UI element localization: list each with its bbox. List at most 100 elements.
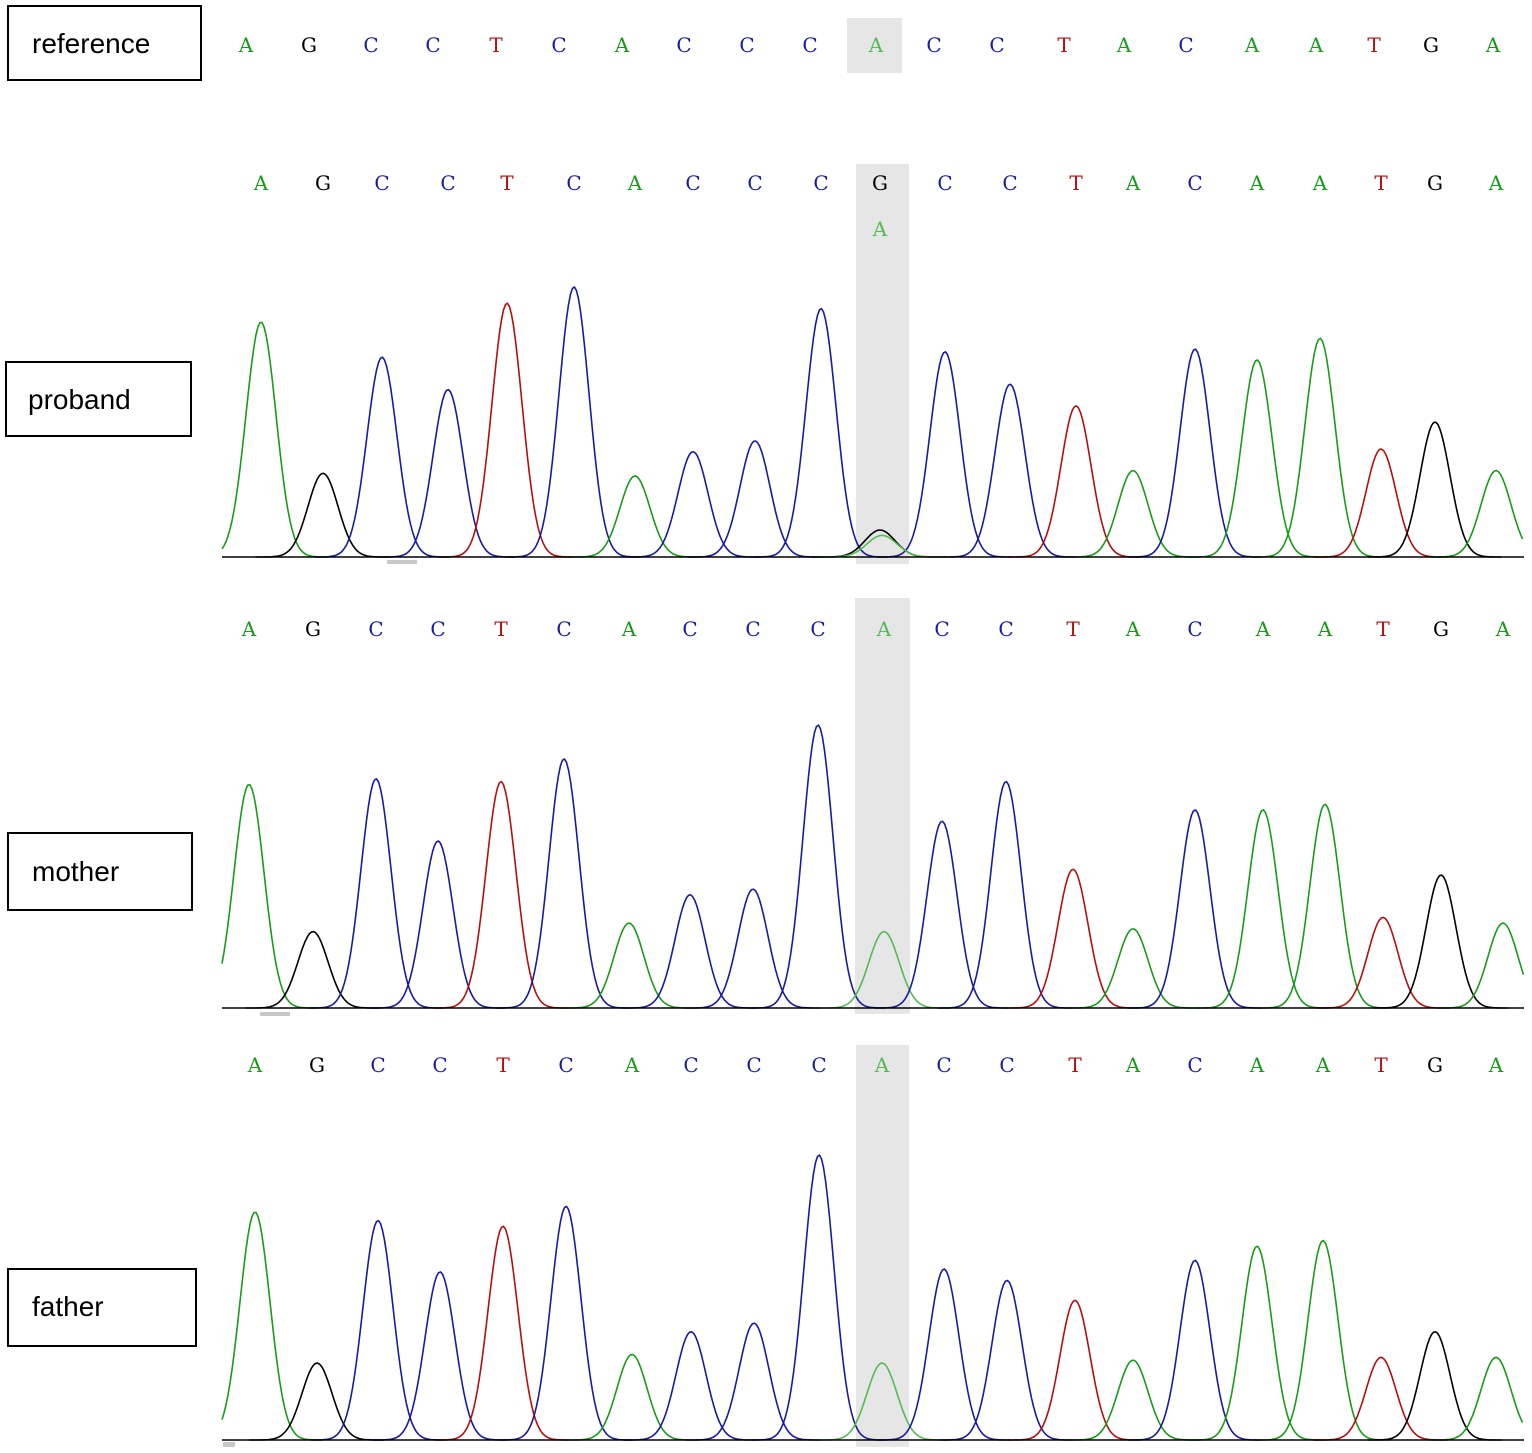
proband-peak-1 xyxy=(255,472,390,558)
father-base-call-19: G xyxy=(1427,1053,1443,1077)
proband-base-call-0: A xyxy=(253,171,269,195)
mother-peak-0 xyxy=(221,784,316,1009)
mother-base-call-7: C xyxy=(682,617,697,641)
proband-peak-15 xyxy=(1127,348,1262,558)
father-base-call-16: A xyxy=(1249,1053,1265,1077)
mother-base-call-10: A xyxy=(876,617,892,641)
father-peak-16 xyxy=(1189,1245,1324,1441)
father-peak-20 xyxy=(1428,1356,1524,1441)
mother-peak-3 xyxy=(370,840,505,1009)
proband-base-call-19: G xyxy=(1427,171,1443,195)
father-peak-0 xyxy=(221,1211,322,1441)
reference-base-call-8: C xyxy=(739,33,754,57)
father-peak-15 xyxy=(1127,1259,1262,1441)
father-base-call-11: C xyxy=(936,1053,951,1077)
proband-base-call-8: C xyxy=(747,171,762,195)
father-base-call-2: C xyxy=(370,1053,385,1077)
track-label-father-text: father xyxy=(32,1291,104,1322)
father-peak-6 xyxy=(564,1353,699,1441)
proband-peak-14 xyxy=(1065,469,1200,558)
mother-peak-13 xyxy=(1005,868,1140,1009)
proband-base-call-17: A xyxy=(1312,171,1328,195)
proband-peak-20 xyxy=(1428,469,1524,558)
mother-base-call-3: C xyxy=(430,617,445,641)
father-variant-highlight xyxy=(856,1045,909,1447)
mother-peak-18 xyxy=(1315,916,1450,1009)
mother-peak-5 xyxy=(496,758,631,1009)
proband-base-call-5: C xyxy=(566,171,581,195)
reference-base-call-16: A xyxy=(1244,33,1260,57)
proband-peak-9 xyxy=(753,307,888,558)
father-base-call-10: A xyxy=(874,1053,890,1077)
reference-base-call-14: A xyxy=(1116,33,1132,57)
proband-peak-17 xyxy=(1252,337,1387,558)
mother-base-call-17: A xyxy=(1317,617,1333,641)
proband-peak-19 xyxy=(1367,421,1502,558)
reference-base-call-7: C xyxy=(676,33,691,57)
proband-base-call-12: C xyxy=(1002,171,1017,195)
father-peak-13 xyxy=(1007,1299,1142,1441)
reference-base-call-17: A xyxy=(1308,33,1324,57)
reference-base-call-2: C xyxy=(363,33,378,57)
proband-base-call-18: T xyxy=(1374,171,1388,195)
proband-peak-5 xyxy=(506,285,641,558)
father-base-call-12: C xyxy=(999,1053,1014,1077)
reference-base-call-15: C xyxy=(1178,33,1193,57)
proband-peak-2 xyxy=(314,356,449,558)
father-base-call-7: C xyxy=(683,1053,698,1077)
reference-base-call-1: G xyxy=(301,33,317,57)
mother-base-call-6: A xyxy=(621,617,637,641)
reference-base-call-9: C xyxy=(802,33,817,57)
father-base-call-4: T xyxy=(496,1053,510,1077)
father-base-call-9: C xyxy=(811,1053,826,1077)
father-peak-2 xyxy=(310,1219,445,1441)
proband-peak-11 xyxy=(877,350,1012,558)
father-peak-8 xyxy=(686,1322,821,1441)
proband-peak-3 xyxy=(380,388,515,558)
mother-peak-19 xyxy=(1373,874,1508,1009)
proband-peak-6 xyxy=(567,475,702,558)
mother-peak-17 xyxy=(1257,803,1392,1009)
father-base-call-3: C xyxy=(432,1053,447,1077)
father-base-call-20: A xyxy=(1488,1053,1504,1077)
father-base-call-8: C xyxy=(746,1053,761,1077)
reference-base-call-11: C xyxy=(926,33,941,57)
mother-peak-11 xyxy=(874,820,1009,1009)
father-base-call-18: T xyxy=(1374,1053,1388,1077)
father-peak-3 xyxy=(372,1270,507,1441)
mother-base-call-19: G xyxy=(1433,617,1449,641)
reference-base-call-18: T xyxy=(1367,33,1381,57)
reference-base-call-12: C xyxy=(989,33,1004,57)
father-base-call-13: T xyxy=(1068,1053,1082,1077)
mother-peak-9 xyxy=(750,724,885,1009)
proband-peak-12 xyxy=(942,383,1077,558)
proband-base-call-6: A xyxy=(627,171,643,195)
father-base-call-15: C xyxy=(1187,1053,1202,1077)
mother-base-call-1: G xyxy=(305,617,321,641)
mother-base-call-16: A xyxy=(1255,617,1271,641)
father-peak-18 xyxy=(1313,1356,1448,1441)
mother-base-call-12: C xyxy=(998,617,1013,641)
father-scroll-mark xyxy=(223,1442,235,1447)
proband-base-call-14: A xyxy=(1125,171,1141,195)
mother-base-call-13: T xyxy=(1066,617,1080,641)
reference-base-call-20: A xyxy=(1485,33,1501,57)
father-peak-4 xyxy=(435,1225,570,1441)
proband-base-call-3: C xyxy=(440,171,455,195)
proband-scroll-mark xyxy=(387,560,417,564)
mother-peak-10 xyxy=(816,930,951,1009)
proband-peak-13 xyxy=(1008,404,1143,558)
proband-base-call-15: C xyxy=(1187,171,1202,195)
proband-peak-8 xyxy=(687,440,822,558)
mother-scroll-mark xyxy=(260,1012,290,1016)
reference-base-call-3: C xyxy=(425,33,440,57)
proband-base-call-13: T xyxy=(1069,171,1083,195)
father-base-call-5: C xyxy=(558,1053,573,1077)
proband-base-call-11: C xyxy=(937,171,952,195)
mother-base-call-0: A xyxy=(241,617,257,641)
mother-base-call-9: C xyxy=(810,617,825,641)
proband-base-call-16: A xyxy=(1249,171,1265,195)
mother-base-call-20: A xyxy=(1495,617,1511,641)
reference-base-call-5: C xyxy=(551,33,566,57)
